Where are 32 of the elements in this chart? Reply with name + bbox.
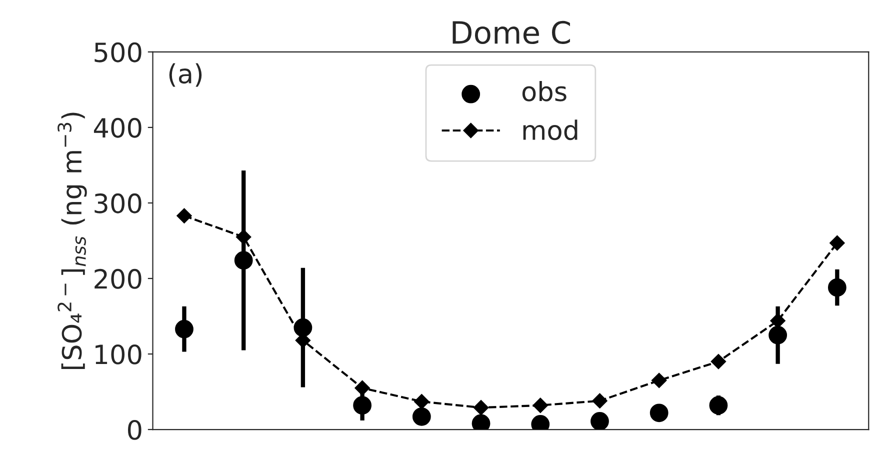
point <box>768 326 788 344</box>
point <box>473 400 489 416</box>
y-axis-title: [SO₄$^{2−}$]$_{nss}$ (ng m$^{−3}$) <box>58 112 87 369</box>
point <box>236 229 252 245</box>
point <box>412 407 431 426</box>
point <box>590 412 609 430</box>
point <box>710 354 726 370</box>
annotation: (a) <box>169 63 202 87</box>
point <box>828 278 846 297</box>
point <box>830 235 845 251</box>
point <box>353 396 372 415</box>
y-tick-label: 100 <box>96 344 142 364</box>
y-tick-label: 0 <box>128 420 142 440</box>
y-tick-label: 500 <box>94 42 142 62</box>
point <box>592 393 608 408</box>
legend-label: mod <box>523 120 578 140</box>
y-tick-label: 300 <box>94 193 142 214</box>
point <box>472 414 490 430</box>
point <box>414 394 430 410</box>
point <box>770 313 786 328</box>
legend-label: obs <box>522 80 566 102</box>
point <box>176 208 192 224</box>
chart-title: Dome C <box>452 20 570 44</box>
y-tick-label: 400 <box>94 118 142 138</box>
point <box>650 404 668 422</box>
point <box>234 251 253 270</box>
point <box>709 396 728 415</box>
point <box>175 320 194 338</box>
point <box>354 380 370 396</box>
point <box>652 372 667 388</box>
y-tick-label: 200 <box>94 268 142 289</box>
point <box>532 398 548 413</box>
